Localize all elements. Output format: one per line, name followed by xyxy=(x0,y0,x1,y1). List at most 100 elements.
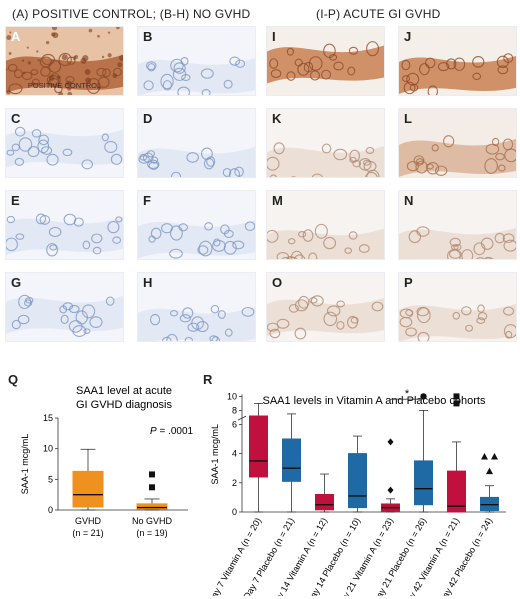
histology-panel-j: J xyxy=(398,26,517,96)
crypt xyxy=(220,224,230,235)
crypt xyxy=(267,229,279,243)
crypt xyxy=(426,161,440,175)
crypt xyxy=(92,246,102,255)
histology-panel-i: I xyxy=(266,26,385,96)
crypt xyxy=(417,331,430,341)
crypt xyxy=(196,321,209,333)
crypt xyxy=(222,167,232,177)
stain-spot xyxy=(82,55,89,62)
crypt xyxy=(443,135,455,148)
box-5 xyxy=(414,460,433,506)
crypt xyxy=(229,56,241,66)
crypt xyxy=(48,226,62,238)
histology-panel-a: A POSITIVE CONTROL xyxy=(5,26,124,96)
crypt xyxy=(267,156,280,171)
crypt xyxy=(371,301,384,312)
crypt xyxy=(480,237,494,250)
tissue-section xyxy=(6,54,123,93)
crypt xyxy=(204,222,214,231)
crypt xyxy=(344,247,352,254)
crypt xyxy=(348,231,358,240)
y-axis-label: SAA-1 mcg/mL xyxy=(20,434,30,495)
crypt xyxy=(62,148,73,157)
crypt xyxy=(503,306,515,316)
crypt xyxy=(198,240,213,257)
crypt xyxy=(72,325,87,337)
crypt xyxy=(46,153,59,166)
histology-panel-l: L xyxy=(398,108,517,178)
crypt xyxy=(365,147,375,154)
crypt xyxy=(273,142,285,155)
crypt xyxy=(101,68,111,78)
crypt xyxy=(497,164,506,172)
stain-spot xyxy=(61,54,68,61)
crypt xyxy=(112,236,122,244)
stain-spot xyxy=(67,86,72,91)
crypt xyxy=(147,159,160,170)
crypt xyxy=(191,316,204,330)
outlier-point xyxy=(481,453,488,460)
crypt xyxy=(35,213,47,225)
tissue-section xyxy=(399,303,516,341)
crypt xyxy=(323,311,338,327)
outlier-point xyxy=(387,486,394,494)
crypt xyxy=(336,321,345,330)
crypt xyxy=(308,56,323,71)
crypt xyxy=(211,336,220,341)
tissue-section xyxy=(138,220,255,259)
stain-spot xyxy=(36,50,39,53)
crypt xyxy=(476,317,486,324)
histology-panel-o: O xyxy=(266,272,385,342)
crypt xyxy=(150,227,162,240)
crypt xyxy=(81,304,96,319)
y-tick-label: 10 xyxy=(43,444,53,454)
crypt xyxy=(472,72,482,81)
tissue-section xyxy=(267,146,384,177)
crypt xyxy=(445,58,457,70)
stain-spot xyxy=(21,59,25,62)
stain-spot xyxy=(97,34,100,38)
chart-q: SAA1 level at acute GI GVHD diagnosis 0 5 10… xyxy=(20,385,194,538)
stain-spot xyxy=(97,86,101,90)
crypt xyxy=(147,63,156,72)
crypt xyxy=(81,159,93,170)
crypt xyxy=(113,67,122,77)
box-6 xyxy=(447,470,466,513)
crypt xyxy=(244,221,255,232)
stain-spot xyxy=(8,52,12,55)
panel-label: F xyxy=(143,193,151,208)
crypt xyxy=(68,304,80,314)
crypt xyxy=(323,236,337,250)
crypt xyxy=(425,57,436,69)
tissue-section xyxy=(138,146,255,177)
crypt xyxy=(427,85,439,95)
crypt xyxy=(146,61,157,71)
crypt xyxy=(91,233,103,244)
crypt xyxy=(276,318,290,329)
crypt xyxy=(41,53,55,66)
stain-spot xyxy=(6,90,11,95)
y-tick-label: 15 xyxy=(43,413,53,423)
crypt xyxy=(298,231,307,238)
crypt xyxy=(365,171,378,177)
crypt xyxy=(27,146,40,158)
histology-panel-k: K xyxy=(266,108,385,178)
chart-q-title-line1: SAA1 level at acute xyxy=(76,385,172,397)
crypt xyxy=(203,157,215,170)
crypt xyxy=(241,306,255,317)
tissue-section xyxy=(399,227,516,259)
crypt xyxy=(234,166,244,177)
crypt xyxy=(105,296,115,306)
crypt xyxy=(150,313,161,326)
crypt xyxy=(228,168,241,177)
y-tick-label: 0 xyxy=(232,507,237,517)
y-tick-label: 0 xyxy=(48,505,53,515)
crypt xyxy=(18,137,33,152)
crypt xyxy=(197,245,209,255)
stain-spot xyxy=(85,77,92,84)
crypt xyxy=(182,307,194,319)
histology-panel-n: N xyxy=(398,190,517,260)
crypt xyxy=(101,133,109,142)
crypt xyxy=(269,328,281,339)
stain-spot xyxy=(116,27,120,30)
